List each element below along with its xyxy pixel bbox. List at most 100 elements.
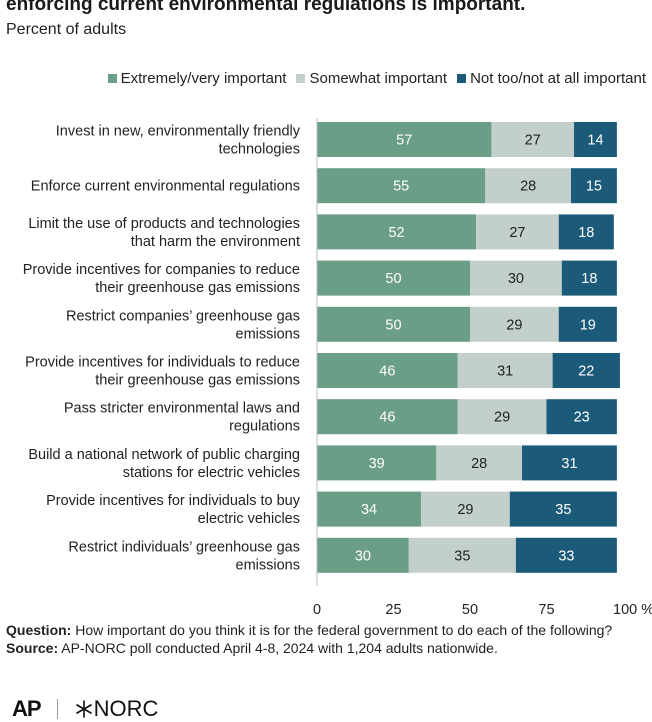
- chart-footer: Question: How important do you think it …: [6, 621, 642, 657]
- category-label-line: Invest in new, environmentally friendly: [56, 124, 301, 140]
- norc-logo-text: NORC: [93, 696, 159, 721]
- logo-row: AP NORC: [12, 696, 158, 722]
- legend-label-somewhat: Somewhat important: [309, 70, 448, 87]
- data-label: 39: [369, 456, 385, 472]
- bar-segment: [470, 306, 559, 342]
- data-label: 28: [520, 179, 536, 195]
- category-label-line: technologies: [219, 142, 300, 158]
- category-label-line: their greenhouse gas emissions: [95, 373, 300, 389]
- source-text: AP-NORC poll conducted April 4-8, 2024 w…: [61, 640, 498, 656]
- bar-segment: [317, 399, 458, 435]
- category-label-line: Restrict companies’ greenhouse gas: [66, 308, 300, 324]
- bar-segment: [561, 260, 617, 296]
- data-label: 14: [587, 133, 603, 149]
- data-label: 29: [457, 502, 473, 518]
- category-label-line: stations for electric vehicles: [123, 465, 300, 481]
- data-label: 28: [471, 456, 487, 472]
- data-label: 29: [494, 410, 510, 426]
- chart-subtitle: Percent of adults: [6, 21, 127, 38]
- source-note: Source: AP-NORC poll conducted April 4-8…: [6, 639, 642, 657]
- bar-segment: [476, 214, 559, 250]
- norc-logo: NORC: [74, 696, 159, 722]
- data-label: 52: [388, 225, 404, 241]
- data-label: 18: [581, 271, 597, 287]
- data-label: 31: [497, 364, 513, 380]
- data-label: 46: [379, 410, 395, 426]
- category-label-line: Restrict individuals’ greenhouse gas: [68, 539, 300, 555]
- data-label: 27: [509, 225, 525, 241]
- bar-segment: [552, 353, 620, 388]
- data-label: 19: [580, 317, 596, 333]
- data-label: 35: [555, 502, 571, 518]
- data-label: 50: [385, 317, 401, 333]
- data-label: 18: [578, 225, 594, 241]
- bar-segment: [436, 445, 523, 481]
- data-label: 15: [586, 179, 602, 195]
- legend-label-not: Not too/not at all important: [470, 70, 646, 87]
- question-note: Question: How important do you think it …: [6, 621, 642, 639]
- category-label-line: Limit the use of products and technologi…: [28, 216, 300, 232]
- category-label-line: emissions: [236, 326, 300, 342]
- norc-star-icon: [75, 700, 92, 718]
- bar-segment: [317, 260, 470, 296]
- bar-segment: [317, 537, 409, 573]
- legend-item-not: Not too/not at all important: [457, 70, 646, 87]
- bar-segment: [522, 445, 617, 481]
- legend: Extremely/very important Somewhat import…: [0, 70, 646, 87]
- question-text: How important do you think it is for the…: [75, 622, 613, 638]
- category-label: Enforce current environmental regulation…: [31, 179, 300, 195]
- category-label: Provide incentives for individuals to re…: [25, 355, 300, 389]
- data-label: 30: [508, 271, 524, 287]
- category-label-line: Provide incentives for individuals to re…: [25, 355, 300, 371]
- bar-segment: [546, 399, 617, 435]
- category-label: Pass stricter environmental laws and regu…: [64, 401, 300, 435]
- legend-swatch-not: [457, 74, 467, 83]
- category-label-line: electric vehicles: [198, 511, 300, 527]
- x-tick-label: 75: [538, 602, 554, 615]
- legend-item-extremely: Extremely/very important: [107, 70, 286, 87]
- category-label-line: emissions: [236, 557, 300, 573]
- data-label: 55: [393, 179, 409, 195]
- data-label: 34: [361, 502, 377, 518]
- data-label: 33: [558, 548, 574, 564]
- bar-segment: [570, 168, 617, 204]
- category-label-line: their greenhouse gas emissions: [95, 280, 300, 296]
- data-label: 57: [396, 133, 412, 149]
- category-label-line: Provide incentives for companies to redu…: [23, 262, 300, 278]
- bar-segment: [558, 306, 617, 342]
- category-label-line: regulations: [229, 419, 300, 435]
- chart-title: enforcing current environmental regulati…: [6, 0, 526, 15]
- data-label: 27: [525, 133, 541, 149]
- bar-segment: [457, 399, 547, 435]
- data-label: 23: [574, 410, 590, 426]
- bar-segment: [317, 353, 458, 388]
- legend-item-somewhat: Somewhat important: [296, 70, 447, 87]
- category-label: Build a national network of public charg…: [28, 447, 300, 481]
- category-label: Restrict companies’ greenhouse gas emissi…: [66, 308, 300, 342]
- legend-swatch-somewhat: [296, 74, 306, 83]
- source-label: Source:: [6, 640, 59, 656]
- x-tick-label: 0: [313, 602, 321, 615]
- bar-segment: [317, 214, 477, 250]
- x-tick-label: 25: [385, 602, 401, 615]
- bar-segment: [515, 537, 617, 573]
- stacked-bar-chart: Invest in new, environmentally friendly t…: [23, 118, 652, 615]
- legend-swatch-extremely: [107, 74, 117, 83]
- data-label: 35: [454, 548, 470, 564]
- bar-segment: [574, 122, 617, 157]
- data-label: 30: [355, 548, 371, 564]
- data-label: 31: [561, 456, 577, 472]
- category-label-line: Enforce current environmental regulation…: [31, 179, 300, 195]
- bar-segment: [457, 353, 553, 388]
- x-tick-label: 100 %: [613, 602, 652, 615]
- category-label: Restrict individuals’ greenhouse gas emis…: [68, 539, 300, 573]
- bar-segment: [470, 260, 562, 296]
- category-label-line: that harm the environment: [131, 234, 300, 250]
- bar-segment: [558, 214, 614, 250]
- bar-segment: [421, 491, 510, 527]
- category-label-line: Provide incentives for individuals to bu…: [46, 493, 301, 509]
- bar-segment: [317, 122, 492, 157]
- data-label: 29: [506, 317, 522, 333]
- logo-divider: [56, 699, 58, 719]
- bar-segment: [509, 491, 617, 527]
